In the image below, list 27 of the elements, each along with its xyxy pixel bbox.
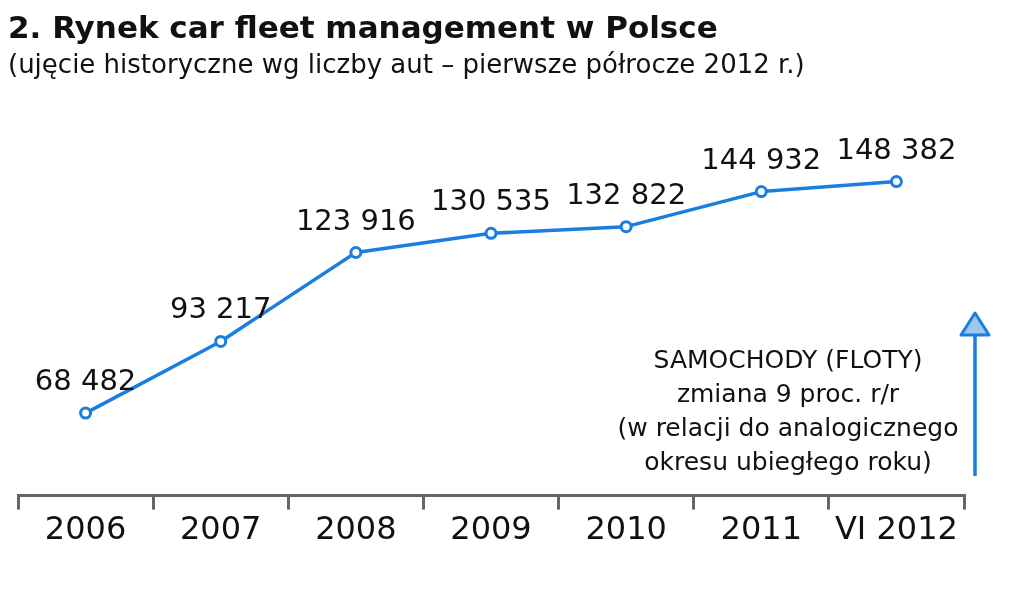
point [79, 406, 93, 420]
chart-title: 2. Rynek car fleet management w Polsce [8, 8, 719, 46]
data-label: 93 217 [169, 291, 272, 326]
data-label: 123 916 [295, 202, 416, 237]
x-tick-label: 2009 [450, 509, 532, 548]
data-label: 130 535 [431, 183, 551, 218]
annotation: zmiana 9 proc. r/r [675, 378, 901, 410]
x-tick-label: VI 2012 [834, 509, 958, 548]
point [754, 185, 768, 199]
x-tick-label: 2011 [720, 509, 802, 548]
annotation: SAMOCHODY (FLOTY) [652, 344, 924, 376]
annotation: (w relacji do analogicznego [616, 412, 960, 444]
point [889, 175, 903, 189]
point [349, 245, 363, 259]
point [619, 220, 633, 234]
data-label: 148 382 [836, 131, 957, 166]
x-tick-label: 2006 [44, 509, 127, 548]
x-tick-label: 2007 [180, 509, 262, 548]
point [484, 226, 498, 240]
point [214, 334, 228, 348]
x-tick-label: 2008 [315, 509, 397, 548]
text: okresu ubiegłego roku) [643, 446, 933, 478]
x-tick-label: 2010 [585, 509, 667, 548]
chart-subtitle: (ujęcie historyczne wg liczby aut – pierwsze półrocze 2012 r.) [8, 48, 806, 81]
data-label: 68 482 [34, 363, 137, 398]
data-label: 144 932 [701, 141, 822, 176]
data-label: 132 822 [566, 176, 687, 211]
